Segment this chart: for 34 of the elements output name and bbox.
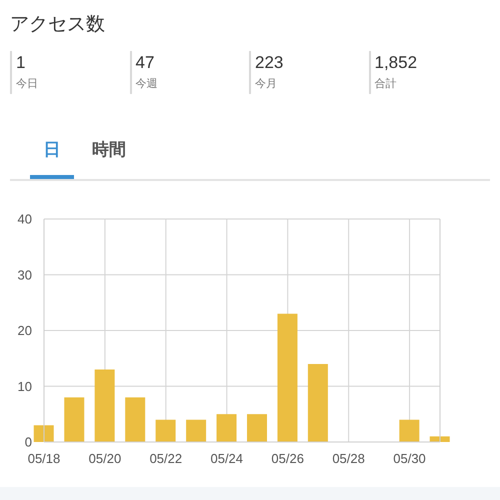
text: 時間 <box>92 140 126 159</box>
y-tick-label: 30 <box>18 267 32 282</box>
x-tick-label: 05/28 <box>332 451 365 466</box>
bar <box>64 397 84 442</box>
bar <box>277 314 298 442</box>
bar <box>156 420 176 442</box>
x-tick-label: 05/22 <box>150 451 182 466</box>
bar <box>399 420 420 442</box>
text: 1,852 <box>374 53 418 72</box>
text: アクセス数 <box>10 14 105 35</box>
y-tick-label: 20 <box>18 323 32 338</box>
text: 223 <box>255 53 284 72</box>
x-tick-label: 05/20 <box>88 451 122 466</box>
y-tick-label: 0 <box>24 434 32 450</box>
bar <box>247 414 267 442</box>
bar <box>94 370 115 442</box>
bar <box>216 414 237 442</box>
y-tick-label: 40 <box>18 212 32 227</box>
bar <box>308 364 328 442</box>
text: 今週 <box>136 78 158 90</box>
text: 1 <box>16 53 26 72</box>
text: 47 <box>136 53 154 72</box>
bar <box>34 425 54 442</box>
text: 今日 <box>16 78 38 90</box>
y-tick-label: 10 <box>18 378 32 394</box>
bar <box>186 420 206 442</box>
x-tick-label: 05/24 <box>210 451 244 466</box>
bar <box>125 397 146 442</box>
x-tick-label: 05/26 <box>271 451 304 466</box>
text: 日 <box>44 140 60 159</box>
x-tick-label: 05/30 <box>393 451 426 466</box>
text: 合計 <box>374 78 396 90</box>
x-tick-label: 05/18 <box>28 451 60 466</box>
text: 今月 <box>255 78 277 90</box>
